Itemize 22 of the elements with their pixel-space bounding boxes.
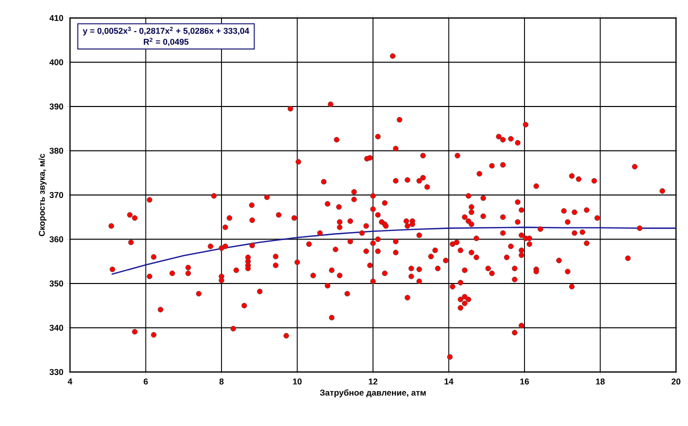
- y-tick-label: 360: [50, 236, 64, 242]
- y-tick-label: 350: [50, 280, 64, 287]
- x-tick-label: 10: [293, 378, 302, 385]
- annotation: R$^{2}$ = 0,0495: [144, 38, 188, 46]
- y-tick-label: 390: [50, 104, 64, 110]
- x-tick-label: 14: [444, 378, 454, 384]
- y-tick-label: 370: [50, 192, 64, 198]
- y-tick-label: 410: [49, 15, 64, 21]
- x-tick-label: 6: [144, 378, 148, 385]
- x-tick-label: 12: [368, 378, 378, 384]
- x-tick-label: 4: [68, 378, 72, 384]
- annotation: y = 0,0052x$^{3}$ - 0,2817x$^{2}$ + 5,0286x + 333,04: [82, 26, 250, 36]
- x-tick-label: 16: [520, 378, 529, 385]
- x-tick-label: 20: [672, 378, 680, 385]
- y-tick-label: 340: [50, 324, 64, 331]
- x-axis-title: Затрубное давление, атм: [320, 389, 426, 398]
- x-tick-label: 8: [219, 378, 224, 385]
- y-tick-label: 330: [50, 369, 64, 376]
- x-tick-label: 18: [596, 378, 605, 385]
- y-tick-label: 380: [50, 148, 64, 154]
- y-tick-label: 400: [49, 59, 64, 66]
- y-axis-title: Скорость звука, м/с: [38, 154, 47, 236]
